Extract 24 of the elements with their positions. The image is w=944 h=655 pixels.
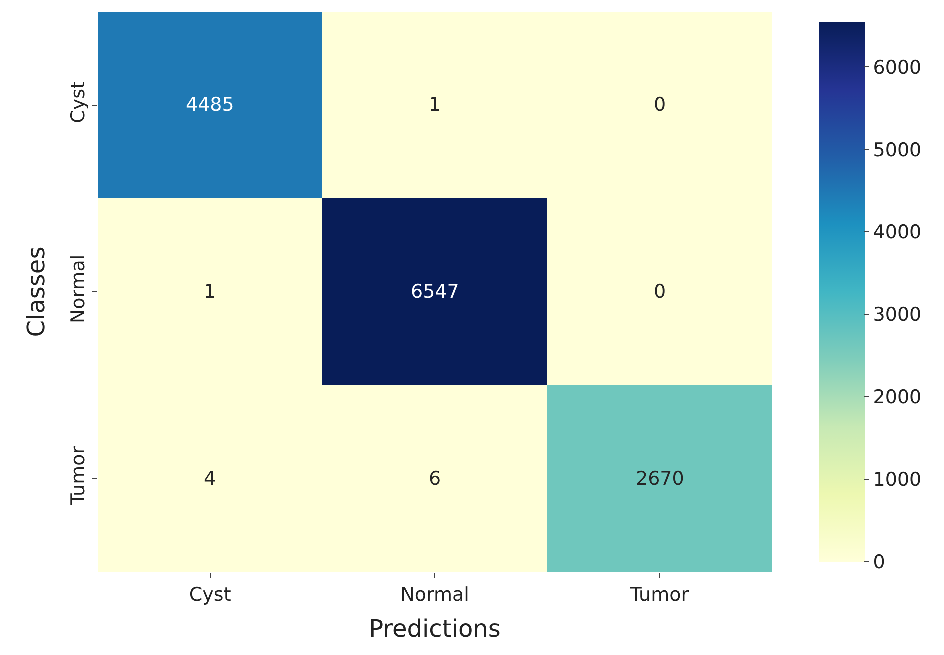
color-bar-label: 3000 xyxy=(873,304,922,326)
data-label: 1 xyxy=(204,281,216,303)
data-label: 1 xyxy=(429,94,442,116)
color-bar-label: 1000 xyxy=(873,469,922,492)
x-tick-label: Normal xyxy=(400,584,470,606)
data-label: 0 xyxy=(654,281,666,303)
data-label: 6547 xyxy=(411,281,460,303)
color-bar-label: 2000 xyxy=(873,386,922,409)
data-label: 0 xyxy=(654,94,666,116)
color-bar-label: 4000 xyxy=(873,222,922,244)
data-label: 6 xyxy=(429,468,442,490)
data-label: 4 xyxy=(204,468,216,490)
data-label: 2670 xyxy=(636,468,684,490)
x-tick-label: Tumor xyxy=(629,584,690,606)
y-tick-label: Normal xyxy=(67,254,90,324)
y-axis-title: Classes xyxy=(22,246,50,338)
color-bar-label: 0 xyxy=(873,552,886,574)
y-tick-label: Tumor xyxy=(67,446,90,506)
y-tick-label: Cyst xyxy=(67,82,90,124)
x-axis-title: Predictions xyxy=(369,615,501,644)
color-bar-label: 6000 xyxy=(873,56,922,79)
x-tick-label: Cyst xyxy=(189,584,232,606)
data-label: 4485 xyxy=(186,94,234,116)
color-bar-label: 5000 xyxy=(873,139,922,162)
